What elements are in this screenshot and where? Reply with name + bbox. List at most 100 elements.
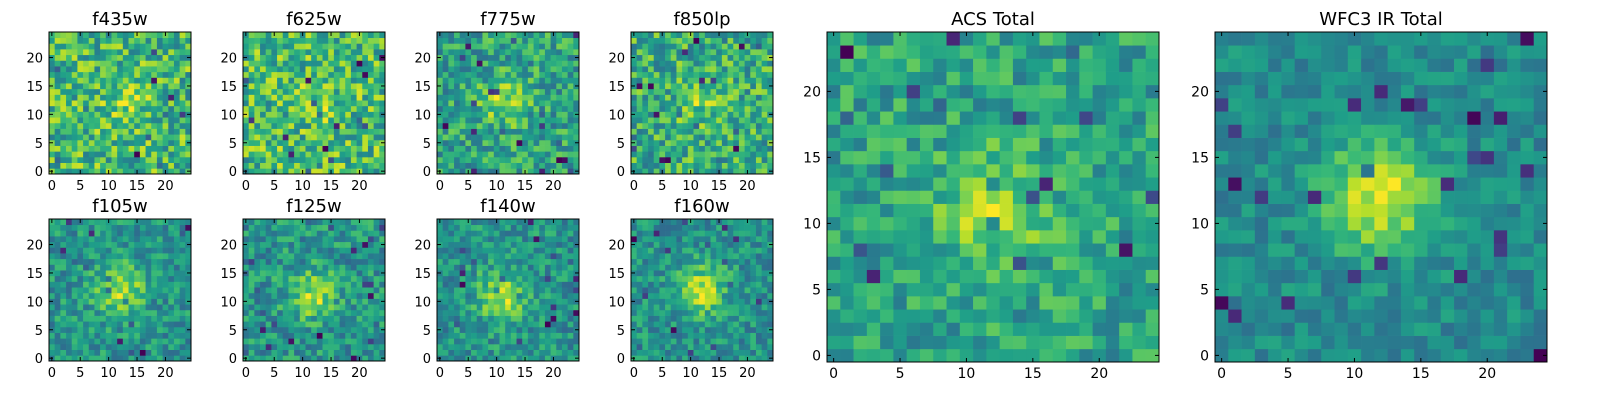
heatmap-cell [282, 37, 289, 44]
heatmap-cell [919, 177, 934, 191]
heatmap-cell [653, 49, 660, 56]
heatmap-cell [476, 332, 483, 339]
heatmap-cell [139, 349, 146, 356]
heatmap-cell [454, 338, 461, 345]
heatmap-cell [499, 100, 506, 107]
heatmap-cell [853, 282, 868, 297]
heatmap-cell [173, 338, 180, 345]
heatmap-cell [522, 134, 529, 141]
heatmap-cell [128, 224, 135, 231]
heatmap-cell [294, 270, 301, 277]
heatmap-cell [665, 156, 672, 163]
heatmap-cell [156, 43, 163, 50]
heatmap-cell [248, 105, 255, 112]
heatmap-cell [959, 58, 974, 72]
heatmap-cell [122, 275, 129, 282]
heatmap-cell [156, 37, 163, 44]
heatmap-cell [128, 270, 135, 277]
heatmap-cell [1039, 124, 1054, 138]
heatmap-cell [1092, 124, 1107, 138]
heatmap-cell [505, 94, 512, 101]
heatmap-cell [179, 275, 186, 282]
heatmap-cell [122, 37, 129, 44]
heatmap-cell [1092, 256, 1107, 270]
heatmap-cell [733, 83, 740, 90]
heatmap-cell [471, 100, 478, 107]
heatmap-cell [328, 326, 335, 333]
heatmap-cell [145, 321, 152, 328]
heatmap-cell [499, 145, 506, 152]
heatmap-cell [185, 105, 192, 112]
heatmap-cell [271, 349, 278, 356]
heatmap-cell [527, 309, 534, 316]
heatmap-cell [767, 60, 774, 67]
heatmap-cell [704, 168, 711, 175]
heatmap-cell [122, 105, 129, 112]
heatmap-cell [499, 111, 506, 118]
heatmap-cell [179, 247, 186, 254]
heatmap-cell [243, 37, 250, 44]
heatmap-cell [465, 275, 472, 282]
heatmap-cell [288, 139, 295, 146]
heatmap-cell [356, 292, 363, 299]
heatmap-cell [277, 321, 284, 328]
heatmap-cell [145, 304, 152, 311]
heatmap-cell [367, 105, 374, 112]
heatmap-cell [77, 156, 84, 163]
heatmap-cell [527, 117, 534, 124]
heatmap-cell [77, 247, 84, 254]
heatmap-cell [105, 264, 112, 271]
heatmap-cell [54, 54, 61, 61]
heatmap-cell [539, 139, 546, 146]
heatmap-cell [448, 128, 455, 135]
heatmap-cell [367, 224, 374, 231]
heatmap-cell [721, 66, 728, 73]
heatmap-cell [71, 162, 78, 169]
heatmap-cell [693, 54, 700, 61]
heatmap-cell [294, 304, 301, 311]
heatmap-cell [379, 32, 386, 39]
heatmap-cell [173, 162, 180, 169]
heatmap-cell [350, 94, 357, 101]
heatmap-cell [54, 37, 61, 44]
heatmap-cell [179, 83, 186, 90]
heatmap-cell [933, 32, 947, 46]
heatmap-cell [561, 122, 568, 129]
heatmap-cell [248, 151, 255, 158]
heatmap-cell [173, 66, 180, 73]
heatmap-cell [379, 71, 386, 78]
heatmap-cell [465, 71, 472, 78]
heatmap-cell [727, 32, 734, 39]
heatmap-cell [333, 32, 340, 39]
heatmap-cell [265, 168, 272, 175]
heatmap-cell [750, 60, 757, 67]
heatmap-cell [755, 83, 762, 90]
heatmap-cell [539, 94, 546, 101]
heatmap-cell [973, 216, 987, 231]
heatmap-cell [1119, 309, 1133, 323]
heatmap-cell [840, 296, 854, 310]
heatmap-cell [459, 304, 466, 311]
heatmap-cell [556, 100, 563, 107]
heatmap-cell [248, 332, 255, 339]
heatmap-cell [448, 139, 455, 146]
heatmap-cell [721, 111, 728, 118]
heatmap-cell [437, 145, 444, 152]
heatmap-cell [265, 247, 272, 254]
heatmap-cell [448, 275, 455, 282]
heatmap-cell [88, 71, 95, 78]
heatmap-cell [94, 162, 101, 169]
heatmap-cell [316, 241, 323, 248]
heatmap-cell [682, 37, 689, 44]
heatmap-cell [305, 156, 312, 163]
heatmap-cell [653, 88, 660, 95]
heatmap-cell [573, 343, 580, 350]
heatmap-cell [305, 139, 312, 146]
heatmap-cell [248, 77, 255, 84]
heatmap-cell [482, 275, 489, 282]
heatmap-cell [959, 164, 974, 178]
heatmap-cell [505, 60, 512, 67]
heatmap-cell [362, 145, 369, 152]
heatmap-cell [721, 100, 728, 107]
heatmap-cell [71, 298, 78, 305]
